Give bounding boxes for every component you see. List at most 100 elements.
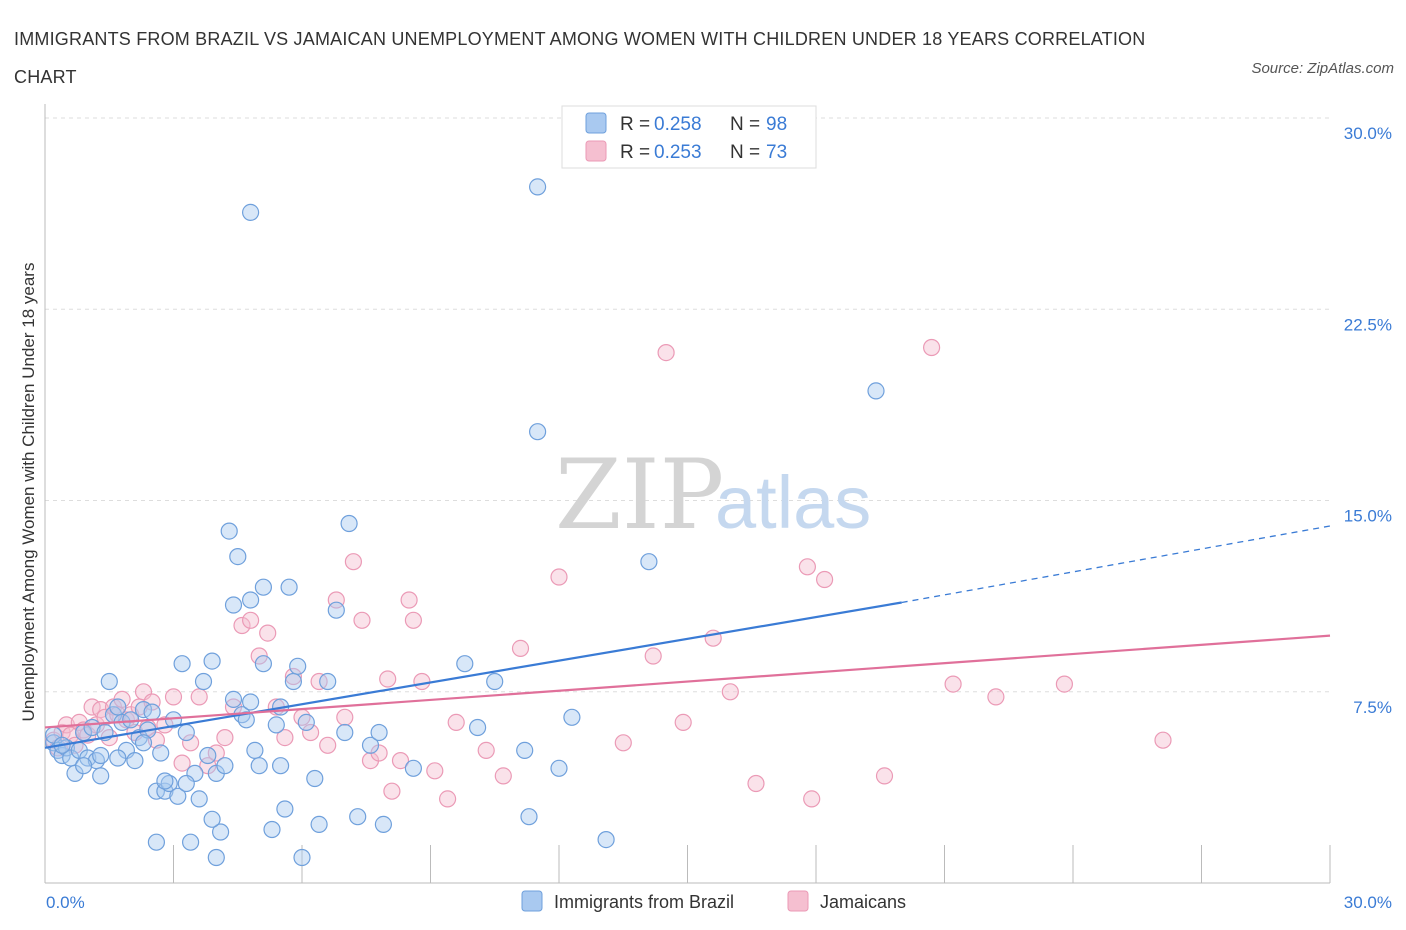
point-brazil [528, 178, 547, 196]
point-brazil [100, 672, 118, 691]
legend-label-jamaicans: Jamaicans [820, 892, 906, 912]
point-jamaicans [550, 568, 568, 586]
point-jamaicans [447, 713, 465, 732]
series-brazil-points [44, 178, 885, 867]
series-jamaicans-points [44, 338, 1172, 808]
point-brazil [242, 203, 260, 221]
point-jamaicans [922, 338, 941, 357]
chart-title: IMMIGRANTS FROM BRAZIL VS JAMAICAN UNEMP… [14, 29, 1146, 87]
point-brazil [297, 713, 315, 732]
point-brazil [203, 652, 221, 670]
point-brazil [293, 848, 311, 867]
point-brazil [310, 815, 328, 834]
point-brazil [272, 757, 290, 775]
point-brazil [229, 547, 247, 566]
point-brazil [276, 800, 294, 818]
point-brazil [207, 848, 225, 867]
point-brazil [224, 690, 243, 709]
y-tick-label: 30.0% [1344, 124, 1392, 143]
y-tick-labels: 7.5% 15.0% 22.5% 30.0% [1344, 124, 1392, 717]
y-tick-label: 15.0% [1344, 507, 1392, 526]
point-brazil [280, 578, 298, 596]
y-axis-label: Unemployment Among Women with Children U… [19, 263, 38, 722]
point-brazil [563, 708, 581, 726]
point-brazil [92, 746, 110, 765]
point-jamaicans [242, 611, 260, 629]
x-tick-max: 30.0% [1344, 893, 1392, 912]
point-brazil [147, 833, 165, 851]
point-jamaicans [747, 774, 765, 793]
point-brazil [254, 578, 272, 596]
point-jamaicans [310, 672, 328, 691]
point-brazil [199, 746, 217, 765]
trend-line-brazil-extension [901, 525, 1331, 604]
point-jamaicans [875, 767, 894, 785]
source-label: Source: ZipAtlas.com [1251, 60, 1394, 77]
point-jamaicans [426, 762, 444, 780]
point-brazil [143, 703, 161, 721]
point-brazil [92, 767, 110, 785]
point-jamaicans [400, 591, 418, 609]
trend-line-brazil [44, 601, 902, 749]
point-brazil [336, 723, 354, 742]
point-brazil [327, 601, 345, 619]
point-jamaicans [383, 782, 401, 800]
point-brazil [520, 808, 538, 826]
y-tick-label: 22.5% [1344, 315, 1392, 334]
point-jamaicans [721, 683, 739, 701]
pink-r-value: 0.253 [654, 142, 702, 163]
point-brazil [319, 672, 337, 691]
blue-r-value: 0.258 [654, 114, 702, 135]
point-brazil [177, 774, 195, 793]
point-brazil [597, 830, 615, 849]
point-jamaicans [614, 734, 632, 752]
pink-n-label: N = [730, 142, 760, 163]
point-jamaicans [803, 790, 821, 808]
point-brazil [528, 423, 547, 441]
point-brazil [212, 823, 230, 841]
point-brazil [109, 698, 127, 716]
point-jamaicans [798, 558, 817, 576]
watermark-zip: ZIP [555, 439, 724, 551]
point-brazil [361, 736, 380, 754]
point-jamaicans [173, 754, 191, 772]
y-tick-label: 7.5% [1353, 698, 1392, 717]
point-brazil [516, 741, 534, 760]
point-jamaicans [1055, 675, 1074, 693]
point-jamaicans [182, 734, 200, 752]
blue-n-value: 98 [766, 114, 787, 135]
point-jamaicans [302, 723, 320, 742]
point-brazil [250, 757, 268, 775]
point-jamaicans [284, 667, 302, 686]
point-brazil [220, 522, 238, 540]
legend-swatch-brazil [521, 890, 543, 912]
point-brazil [203, 810, 221, 828]
trend-line-jamaicans [44, 634, 1331, 729]
point-brazil [224, 596, 243, 614]
axes [44, 104, 1331, 884]
point-brazil [177, 723, 195, 742]
point-brazil [216, 757, 234, 775]
point-brazil [640, 553, 658, 571]
point-jamaicans [233, 616, 251, 635]
point-brazil [374, 815, 392, 834]
point-jamaicans [404, 611, 422, 629]
point-brazil [867, 382, 885, 400]
point-brazil [289, 657, 307, 675]
point-jamaicans [439, 790, 457, 808]
point-brazil [306, 769, 324, 788]
pink-swatch [585, 140, 607, 162]
point-jamaicans [276, 728, 294, 747]
point-brazil [284, 672, 302, 691]
legend-swatch-jamaicans [787, 890, 809, 912]
point-jamaicans [327, 591, 345, 609]
trend-lines [44, 525, 1331, 749]
point-brazil [349, 808, 367, 826]
point-brazil [242, 591, 260, 609]
point-jamaicans [164, 688, 183, 706]
point-brazil [486, 672, 504, 691]
point-brazil [169, 787, 187, 805]
blue-r-label: R = [620, 114, 650, 135]
point-brazil [156, 772, 174, 790]
